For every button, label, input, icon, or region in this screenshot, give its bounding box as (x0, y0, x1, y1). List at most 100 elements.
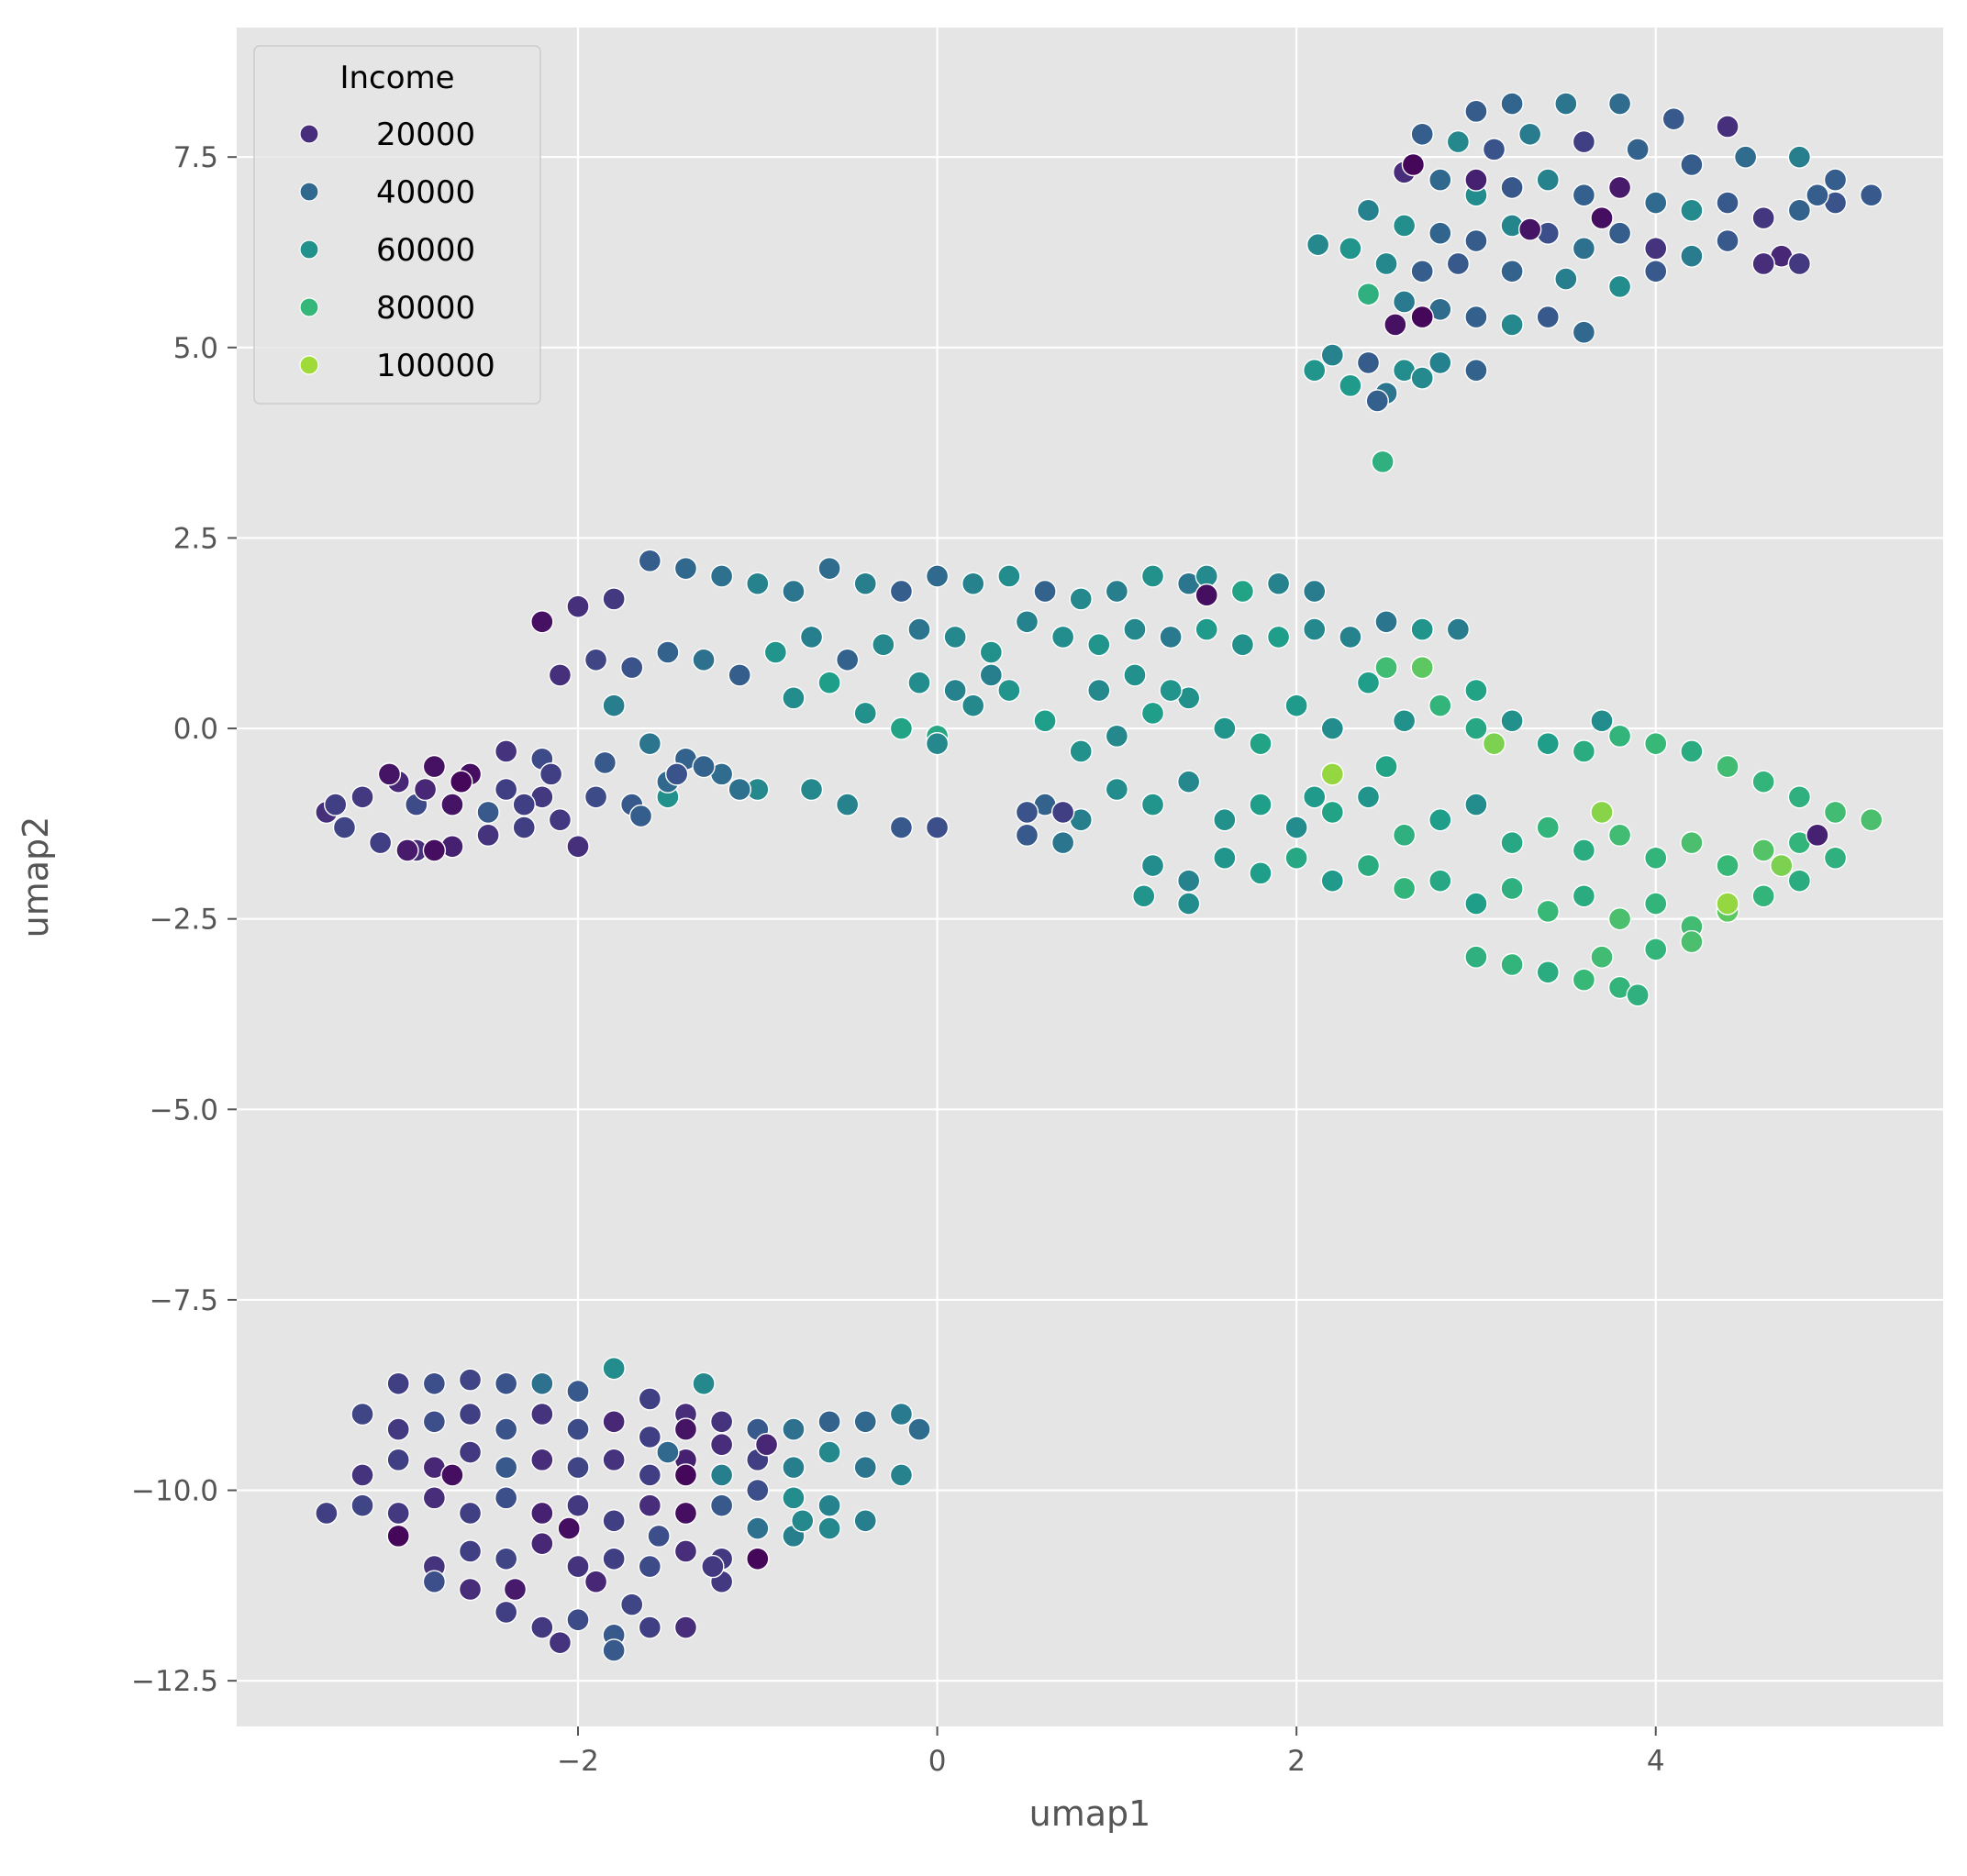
data-point (1320, 716, 1345, 740)
data-point (350, 1402, 374, 1426)
y-tick-label: 7.5 (173, 141, 218, 174)
data-point (961, 694, 985, 717)
data-point (1284, 694, 1308, 717)
data-point (332, 816, 357, 839)
data-point (1428, 168, 1452, 192)
data-point (1339, 237, 1362, 261)
data-point (925, 731, 950, 756)
legend-frame (253, 45, 541, 405)
data-point (548, 808, 572, 832)
data-point (1384, 313, 1407, 337)
data-point (1680, 152, 1704, 177)
data-point (539, 762, 563, 786)
data-point (548, 1630, 572, 1655)
data-point (1806, 183, 1829, 207)
y-tick-label: −7.5 (150, 1284, 218, 1317)
data-point (692, 648, 716, 672)
data-point (1626, 983, 1650, 1007)
data-point (853, 572, 877, 595)
data-point (1069, 739, 1093, 763)
data-point (494, 739, 518, 763)
data-point (1644, 731, 1668, 756)
legend-marker (299, 239, 319, 260)
data-point (1176, 869, 1201, 893)
data-point (458, 1402, 483, 1426)
data-point (1464, 168, 1488, 192)
data-point (1303, 579, 1327, 604)
data-point (1303, 359, 1327, 383)
data-point (1356, 350, 1381, 375)
legend-marker (299, 124, 319, 144)
y-tick-label: −2.5 (150, 904, 218, 937)
data-point (503, 1577, 528, 1602)
data-point (853, 1509, 877, 1533)
data-point (638, 549, 662, 573)
data-point (1572, 838, 1596, 862)
data-point (386, 1448, 410, 1472)
data-point (1392, 214, 1417, 238)
data-point (1266, 625, 1291, 649)
data-point (961, 572, 985, 595)
data-point (728, 777, 751, 802)
data-point (602, 1547, 626, 1571)
data-point (1716, 853, 1739, 878)
data-point (692, 1371, 716, 1395)
data-point (1787, 785, 1812, 809)
data-point (1464, 793, 1488, 816)
data-point (1428, 221, 1452, 245)
data-point (1374, 610, 1398, 634)
legend-marker (299, 182, 319, 202)
data-point (925, 816, 950, 839)
data-point (907, 617, 931, 641)
data-point (1015, 823, 1039, 848)
data-point (1607, 906, 1632, 931)
data-point (1500, 313, 1524, 337)
data-point (799, 625, 824, 649)
data-point (602, 587, 626, 611)
data-point (853, 1455, 877, 1480)
data-point (1374, 655, 1398, 680)
data-point (494, 1547, 518, 1571)
y-tick-label: −12.5 (131, 1665, 218, 1698)
data-point (1607, 274, 1632, 299)
data-point (673, 1463, 698, 1487)
data-point (1249, 793, 1272, 816)
data-point (566, 1554, 590, 1579)
data-point (1033, 579, 1057, 604)
data-point (1517, 217, 1542, 241)
data-point (889, 579, 914, 604)
data-point (1356, 282, 1381, 306)
legend-label: 100000 (376, 348, 495, 384)
data-point (656, 1440, 680, 1464)
data-point (1195, 617, 1218, 641)
data-point (782, 1455, 806, 1480)
data-point (593, 750, 617, 775)
y-tick-label: −5.0 (150, 1093, 218, 1127)
data-point (1464, 892, 1488, 916)
data-point (1644, 237, 1668, 261)
data-point (817, 1516, 841, 1540)
data-point (620, 655, 644, 680)
data-point (782, 686, 806, 710)
data-point (1392, 290, 1417, 314)
data-point (979, 663, 1004, 687)
data-point (602, 1410, 626, 1434)
data-point (943, 678, 967, 703)
x-axis-ticks: −2 0 2 4 (557, 1726, 1665, 1778)
data-point (1751, 884, 1775, 908)
data-point (1464, 945, 1488, 969)
data-point (1392, 709, 1417, 733)
data-point (583, 785, 608, 809)
legend-label: 20000 (376, 117, 475, 153)
data-point (530, 1371, 554, 1395)
data-point (566, 1493, 590, 1517)
data-point (1464, 716, 1488, 740)
data-point (422, 1570, 447, 1593)
data-point (728, 663, 751, 687)
data-point (386, 1501, 410, 1526)
data-point (494, 1371, 518, 1395)
legend-marker (299, 355, 319, 375)
data-point (1356, 198, 1381, 223)
data-point (1823, 846, 1848, 870)
data-point (1087, 678, 1111, 703)
